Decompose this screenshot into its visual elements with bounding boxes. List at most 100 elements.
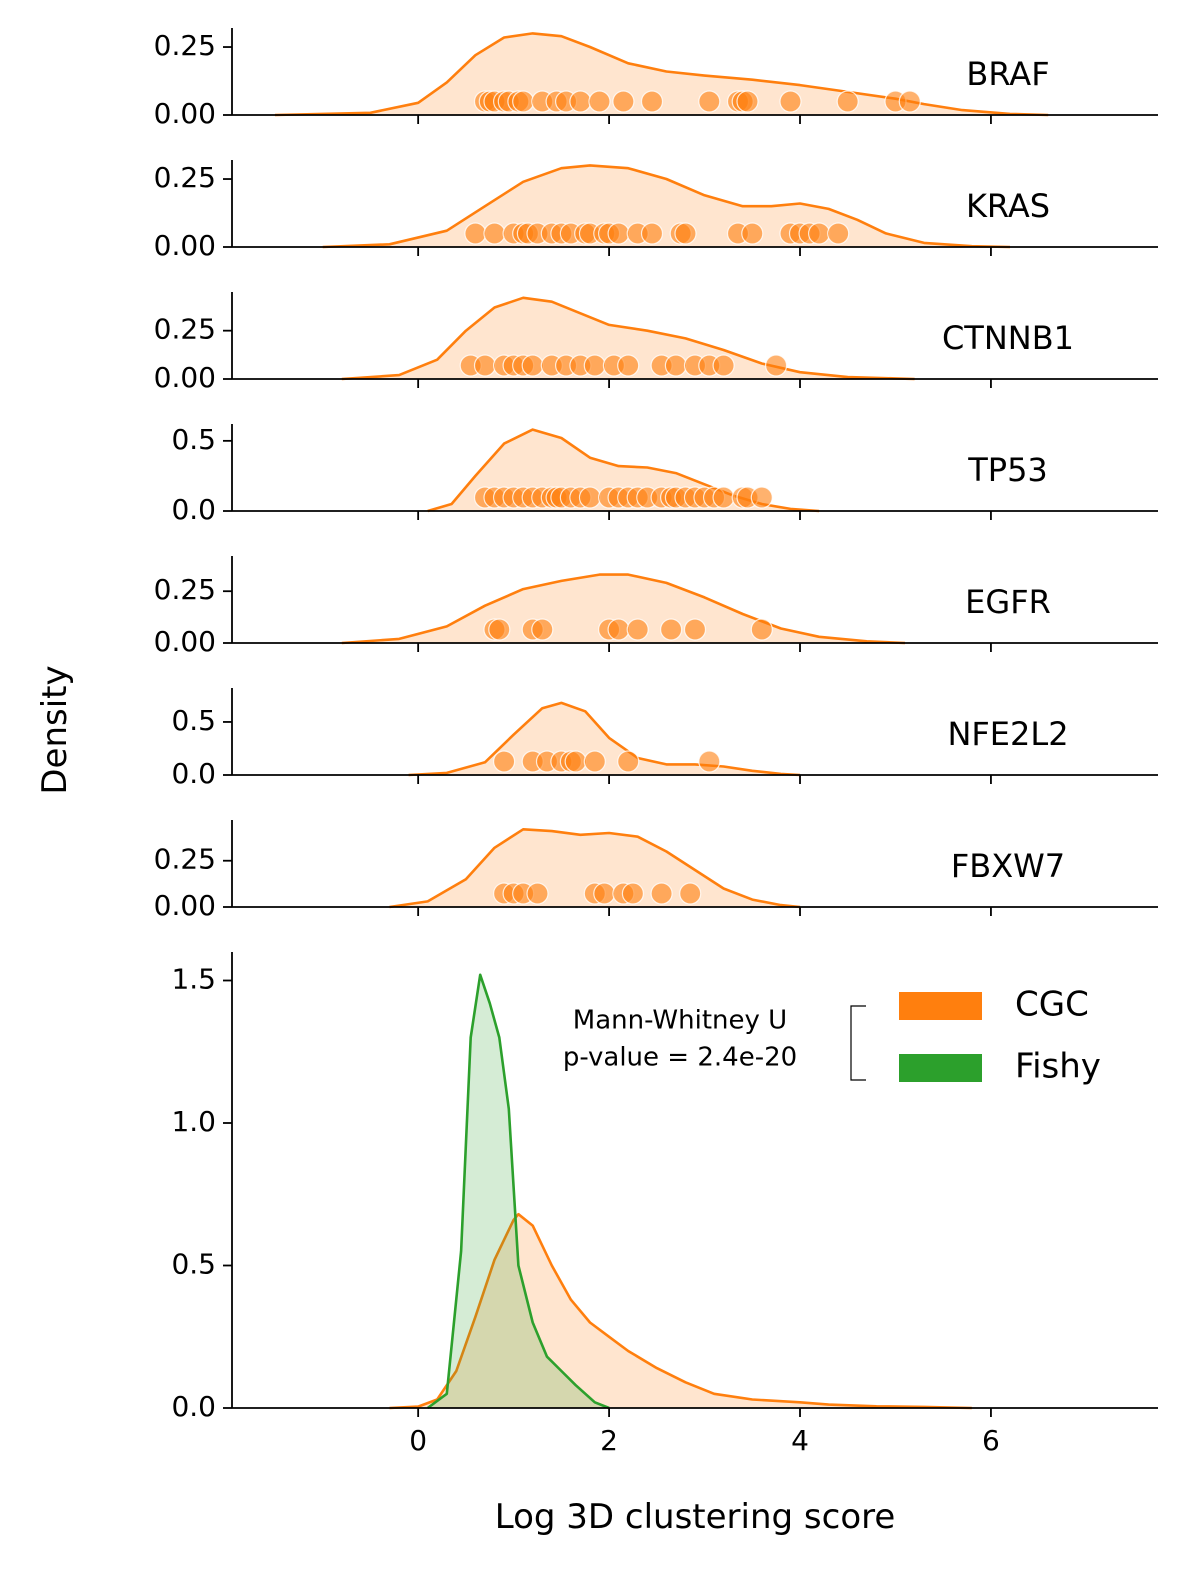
gene-label: KRAS	[966, 187, 1050, 225]
y-tick-label: 0.5	[171, 704, 216, 737]
y-tick-label: 0.5	[171, 1248, 216, 1281]
data-point	[764, 354, 788, 377]
data-point	[483, 222, 506, 245]
y-tick-label: 0.00	[154, 97, 216, 130]
data-point	[617, 354, 640, 377]
data-point	[827, 222, 850, 245]
legend-label-fishy: Fishy	[1015, 1047, 1101, 1087]
y-tick-label: 1.0	[171, 1105, 216, 1138]
data-point	[679, 882, 702, 905]
data-point	[612, 90, 635, 113]
stat-annotation: Mann-Whitney U p-value = 2.4e-20	[563, 1005, 866, 1081]
data-point	[698, 750, 721, 773]
data-point	[607, 222, 630, 245]
data-point	[493, 750, 516, 773]
legend-label-cgc: CGC	[1015, 985, 1089, 1025]
data-point	[621, 882, 645, 905]
kde-fishy-fill	[427, 974, 610, 1408]
x-tick-label: 4	[791, 1424, 809, 1457]
data-point	[626, 618, 649, 641]
data-point	[521, 354, 544, 377]
legend-swatch-fishy	[899, 1054, 982, 1082]
panel-ctnnb1: CTNNB1 0.00 0.25	[154, 292, 1158, 394]
data-point	[512, 90, 535, 113]
legend-swatch-cgc	[899, 992, 982, 1020]
y-tick-label: 0.25	[154, 313, 216, 346]
data-point	[698, 90, 721, 113]
kde-nfe2l2-line	[408, 701, 801, 777]
data-point	[664, 354, 688, 377]
y-tick-label: 0.0	[171, 757, 216, 790]
data-point	[588, 90, 611, 113]
x-tick-label: 6	[982, 1424, 1000, 1457]
data-point	[526, 882, 549, 905]
data-point	[531, 618, 554, 641]
data-point	[659, 618, 683, 641]
y-tick-label: 0.00	[154, 361, 216, 394]
kde-egfr-line	[341, 573, 906, 645]
y-tick-label: 0.25	[154, 843, 216, 876]
data-point	[640, 222, 664, 245]
kde-kras-line	[322, 164, 1011, 249]
kde-ctnnb1-line	[341, 296, 915, 381]
data-point	[741, 222, 764, 245]
y-tick-label: 0.5	[171, 423, 216, 456]
gene-label: CTNNB1	[942, 319, 1074, 357]
data-point	[583, 750, 606, 773]
y-tick-label: 0.0	[171, 493, 216, 526]
y-tick-label: 1.5	[171, 963, 216, 996]
data-point	[736, 90, 759, 113]
data-point	[607, 618, 630, 641]
panel-egfr: EGFR 0.00 0.25	[154, 556, 1158, 658]
y-tick-label: 0.00	[154, 889, 216, 922]
data-point	[464, 222, 487, 245]
data-point	[564, 750, 587, 773]
data-point	[712, 354, 735, 377]
y-tick-label: 0.25	[154, 29, 216, 62]
y-axis-label: Density	[35, 665, 75, 794]
data-point	[898, 90, 921, 113]
panel-nfe2l2: NFE2L2 0.0 0.5	[171, 688, 1158, 790]
legend: CGC Fishy	[899, 985, 1101, 1087]
panel-tp53: TP53 0.0 0.5	[171, 423, 1158, 526]
data-point	[617, 750, 640, 773]
data-point	[674, 222, 697, 245]
data-point	[473, 354, 497, 377]
data-point	[683, 618, 707, 641]
y-tick-label: 0.00	[154, 625, 216, 658]
y-tick-label: 0.0	[171, 1390, 216, 1423]
data-point	[583, 354, 606, 377]
data-point	[807, 222, 831, 245]
data-point	[569, 90, 592, 113]
gene-label: FBXW7	[951, 847, 1065, 885]
x-axis-label: Log 3D clustering score	[495, 1497, 896, 1537]
kde-cgc-line	[389, 1212, 972, 1410]
gene-label: TP53	[967, 451, 1048, 489]
data-point	[650, 882, 673, 905]
gene-label: NFE2L2	[947, 715, 1068, 753]
panel-combined: 0.0 0.5 1.0 1.5 0 2 4 6 CGC Fishy Mann-Whitney U p-…	[171, 952, 1158, 1457]
data-point	[750, 618, 773, 641]
annotation-bracket	[850, 1005, 866, 1081]
y-tick-label: 0.25	[154, 161, 216, 194]
gene-label: EGFR	[965, 583, 1051, 621]
y-tick-label: 0.00	[154, 229, 216, 262]
data-point	[836, 90, 859, 113]
data-point	[712, 486, 735, 509]
x-tick-label: 2	[600, 1424, 618, 1457]
panel-braf: BRAF 0.00 0.25	[154, 28, 1158, 130]
kde-cgc-fill	[389, 1214, 972, 1408]
data-point	[779, 90, 802, 113]
data-point	[750, 486, 773, 509]
panel-kras: KRAS 0.00 0.25	[154, 160, 1158, 262]
kde-fishy-line	[426, 973, 610, 1410]
data-point	[578, 486, 602, 509]
data-point	[593, 882, 616, 905]
data-point	[640, 90, 664, 113]
data-point	[488, 618, 511, 641]
kde-fbxw7-line	[389, 828, 801, 909]
y-tick-label: 0.25	[154, 573, 216, 606]
annotation-line: p-value = 2.4e-20	[563, 1043, 797, 1073]
panel-fbxw7: FBXW7 0.00 0.25	[154, 820, 1158, 922]
